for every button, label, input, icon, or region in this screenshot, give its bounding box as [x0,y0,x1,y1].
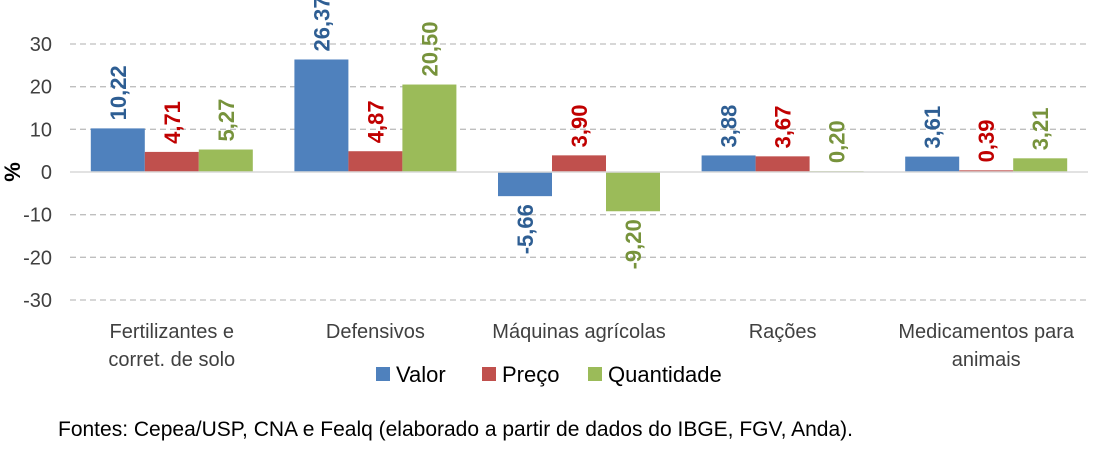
bar-valor-4 [905,156,960,172]
x-category-label: Defensivos [326,321,425,343]
bar-valor-1 [294,59,349,172]
data-label-quantidade-1: 20,50 [417,21,442,76]
data-label-valor-0: 10,22 [106,65,131,120]
source-note: Fontes: Cepea/USP, CNA e Fealq (elaborad… [58,418,853,441]
x-category-label: corret. de solo [108,349,235,371]
data-label-valor-1: 26,37 [309,0,334,51]
data-label-quantidade-4: 3,21 [1028,107,1053,150]
data-label-quantidade-2: -9,20 [621,219,646,269]
legend-swatch-valor [376,367,390,381]
legend-label-preço: Preço [502,362,559,387]
bar-chart: 30 20 10 0 -10 -20 -30 % 10,22 26,37 -5,66 3,88 3,… [0,0,1088,387]
legend-label-quantidade: Quantidade [608,362,722,387]
y-tick-label: 0 [41,162,52,184]
legend-swatch-preço [482,367,496,381]
data-label-valor-4: 3,61 [920,106,945,149]
bar-valor-0 [90,128,145,172]
data-label-valor-3: 3,88 [717,105,742,148]
x-category-label: Máquinas agrícolas [492,321,665,343]
data-label-preço-3: 3,67 [771,106,796,149]
bar-quantidade-1 [402,84,457,172]
x-category-label: Rações [749,321,817,343]
data-label-preço-0: 4,71 [160,101,185,144]
data-label-preço-1: 4,87 [363,100,388,143]
data-label-preço-4: 0,39 [974,120,999,163]
x-category-label: Medicamentos para [898,321,1075,343]
y-tick-label: 30 [30,34,52,56]
bar-quantidade-0 [198,149,253,172]
data-label-quantidade-0: 5,27 [214,99,239,142]
x-category-label: animais [952,349,1021,371]
data-labels: 10,22 26,37 -5,66 3,88 3,61 4,71 4,87 3,90 3,67 0… [106,0,1053,269]
bar-quantidade-2 [606,172,660,212]
y-tick-label: -10 [23,205,52,227]
y-axis-ticks: 30 20 10 0 -10 -20 -30 [23,34,52,312]
y-tick-label: 10 [30,119,52,141]
data-label-preço-2: 3,90 [567,105,592,148]
y-axis-label: % [0,162,25,182]
bar-valor-3 [701,155,756,172]
y-tick-label: -20 [23,247,52,269]
bar-valor-2 [498,172,552,197]
data-label-valor-2: -5,66 [513,204,538,254]
y-tick-label: 20 [30,77,52,99]
bar-preço-4 [959,170,1014,172]
x-category-label: Fertilizantes e [110,321,235,343]
data-label-quantidade-3: 0,20 [825,120,850,163]
legend: Valor Preço Quantidade [376,362,722,387]
legend-swatch-quantidade [588,367,602,381]
bar-preço-0 [144,151,199,172]
legend-label-valor: Valor [396,362,446,387]
bars [90,59,1068,212]
bar-preço-2 [552,155,606,172]
y-tick-label: -30 [23,290,52,312]
bar-quantidade-4 [1013,158,1068,172]
bar-preço-3 [755,156,810,172]
x-axis-category-labels: Fertilizantes e corret. de solo Defensivos… [108,321,1074,371]
bar-preço-1 [348,151,403,172]
